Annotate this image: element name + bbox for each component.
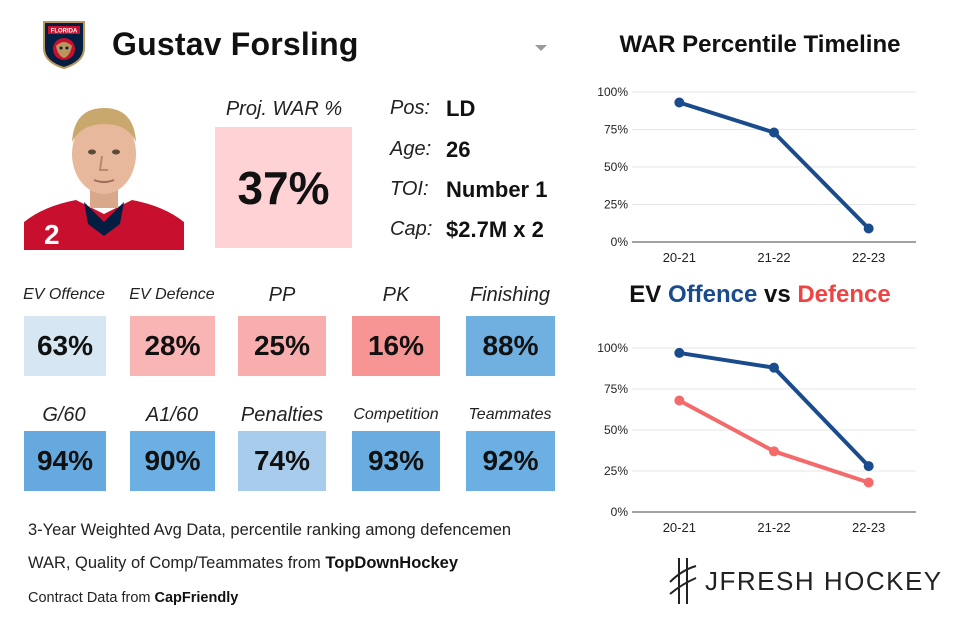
stat-label-pp: PP xyxy=(268,284,296,306)
footer-line-1: 3-Year Weighted Avg Data, percentile ran… xyxy=(28,521,512,539)
stat-box-pk: 16% xyxy=(352,316,440,376)
series-line-war xyxy=(677,100,871,231)
stat-box-competition: 93% xyxy=(352,431,440,491)
info-row-toi: TOI: Number 1 xyxy=(390,177,570,208)
footer-line-2-prefix: WAR, Quality of Comp/Teammates from xyxy=(28,554,326,572)
footer-line-2: WAR, Quality of Comp/Teammates from TopD… xyxy=(28,554,458,573)
y-tick-label: 75% xyxy=(604,382,628,396)
y-tick-label: 75% xyxy=(604,123,628,137)
team-logo-icon: FLORIDA xyxy=(40,18,88,70)
y-tick-label: 0% xyxy=(611,235,629,249)
info-row-cap: Cap: $2.7M x 2 xyxy=(390,217,570,248)
stat-box-ev-offence: 63% xyxy=(24,316,106,376)
info-key: TOI: xyxy=(390,178,429,200)
data-point-war xyxy=(769,127,779,138)
y-tick-label: 100% xyxy=(597,85,628,99)
x-tick-label: 22-23 xyxy=(852,520,885,535)
y-tick-label: 0% xyxy=(611,505,629,519)
data-point-offence xyxy=(863,461,874,472)
player-photo: 2 xyxy=(24,94,184,250)
x-tick-label: 21-22 xyxy=(757,520,790,535)
stat-box-finishing: 88% xyxy=(466,316,555,376)
footer-line-2-source: TopDownHockey xyxy=(325,554,459,572)
data-point-war xyxy=(674,97,685,108)
stat-label-penalties: Penalties xyxy=(240,404,324,426)
stat-box-a160: 90% xyxy=(130,431,215,491)
info-row-pos: Pos: LD xyxy=(390,96,570,127)
brand-name: JFRESH HOCKEY xyxy=(705,566,943,596)
series-line-defence xyxy=(677,398,871,485)
y-tick-label: 100% xyxy=(597,341,628,355)
data-point-defence xyxy=(674,395,685,406)
y-tick-label: 25% xyxy=(604,464,628,478)
y-tick-label: 50% xyxy=(604,160,628,174)
x-tick-label: 21-22 xyxy=(757,250,790,265)
info-value: Number 1 xyxy=(446,177,548,202)
stat-box-penalties: 74% xyxy=(238,431,326,491)
proj-war-value: 37% xyxy=(215,127,352,248)
stat-box-pp: 25% xyxy=(238,316,326,376)
ev-offence-defence-chart: 0% 25% 50% 75% 100% 20-21 21-22 22-23 xyxy=(597,341,916,535)
stat-label-a160: A1/60 xyxy=(145,404,199,426)
data-point-defence xyxy=(769,446,779,457)
data-point-defence xyxy=(863,477,874,488)
stat-box-g60: 94% xyxy=(24,431,106,491)
x-tick-label: 20-21 xyxy=(663,250,696,265)
stat-box-ev-defence: 28% xyxy=(130,316,215,376)
chart-title-war: WAR Percentile Timeline xyxy=(619,31,901,58)
info-value: 26 xyxy=(446,137,471,162)
info-key: Pos: xyxy=(390,97,431,119)
info-value: $2.7M x 2 xyxy=(446,217,544,242)
proj-war-label: Proj. WAR % xyxy=(225,98,343,120)
data-point-offence xyxy=(769,362,779,373)
footer-line-3-source: CapFriendly xyxy=(154,590,239,606)
stat-label-g60: G/60 xyxy=(42,404,86,426)
x-tick-label: 20-21 xyxy=(663,520,696,535)
footer-line-3: Contract Data from CapFriendly xyxy=(28,590,238,606)
chart-title-offence: Offence xyxy=(667,281,758,308)
chevron-down-icon[interactable] xyxy=(534,40,548,51)
stat-box-teammates: 92% xyxy=(466,431,555,491)
stat-label-finishing: Finishing xyxy=(469,284,551,306)
stat-label-pk: PK xyxy=(382,284,410,306)
stat-label-competition: Competition xyxy=(353,406,439,423)
data-point-offence xyxy=(674,347,685,358)
stat-label-ev-defence: EV Defence xyxy=(129,286,215,303)
chart-title-part: EV xyxy=(629,281,668,308)
info-key: Cap: xyxy=(390,218,433,240)
stat-label-teammates: Teammates xyxy=(468,406,552,423)
team-logo-text: FLORIDA xyxy=(51,29,78,35)
data-point-war xyxy=(863,223,874,234)
info-value: LD xyxy=(446,96,476,121)
stat-label-ev-offence: EV Offence xyxy=(23,286,105,303)
info-key: Age: xyxy=(390,138,432,160)
chart-title-defence: Defence xyxy=(797,281,891,308)
brand xyxy=(668,556,928,606)
jfresh-logo-icon xyxy=(669,558,697,604)
footer-line-3-prefix: Contract Data from xyxy=(28,590,155,606)
y-tick-label: 50% xyxy=(604,423,628,437)
chart-title-ev: EV Offence vs Defence xyxy=(582,281,938,309)
info-row-age: Age: 26 xyxy=(390,137,570,168)
war-percentile-chart: 0% 25% 50% 75% 100% 20-21 21-22 22-23 xyxy=(597,85,916,265)
x-tick-label: 22-23 xyxy=(852,250,885,265)
chart-title-part: vs xyxy=(757,281,798,308)
svg-text:2: 2 xyxy=(44,219,60,250)
player-name: Gustav Forsling xyxy=(112,26,359,62)
y-tick-label: 25% xyxy=(604,198,628,212)
